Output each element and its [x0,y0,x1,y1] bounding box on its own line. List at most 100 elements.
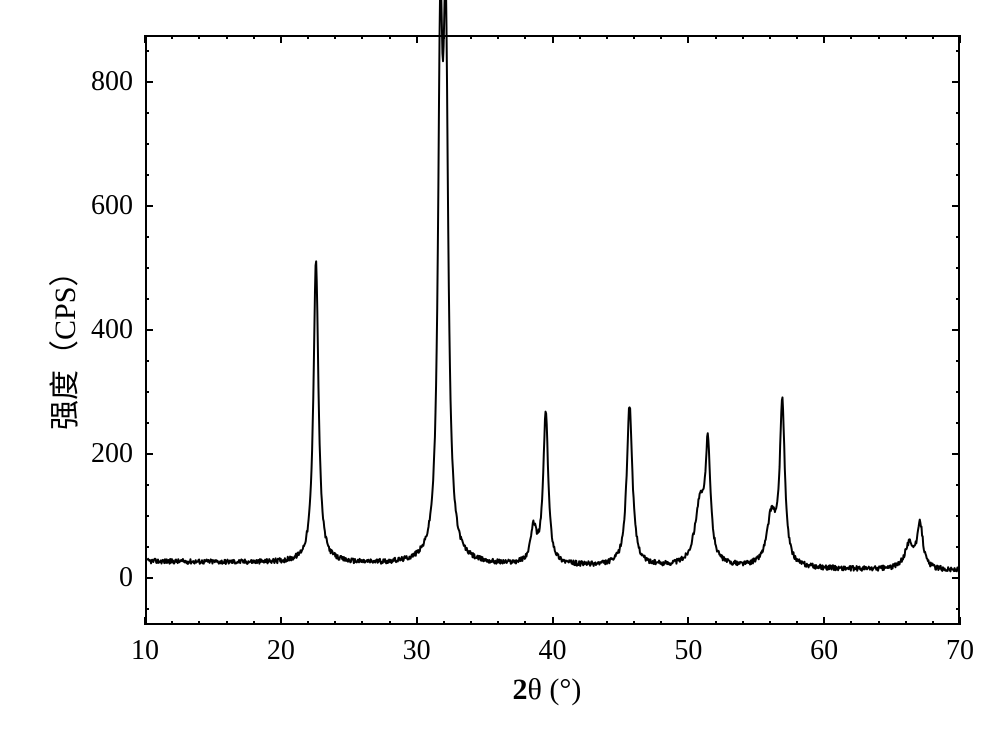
axis-tick [956,422,960,424]
axis-tick [850,621,852,625]
axis-tick [171,621,173,625]
axis-tick [959,617,961,625]
axis-tick [956,50,960,52]
axis-tick [878,35,880,39]
axis-tick [145,205,153,207]
axis-tick [334,621,336,625]
axis-tick [145,484,149,486]
axis-tick [145,298,149,300]
axis-tick [226,621,228,625]
xrd-curve [147,0,958,571]
x-axis-label: 2θ (°) [513,673,582,707]
axis-tick [145,329,153,331]
axis-tick [307,35,309,39]
axis-tick [956,484,960,486]
axis-tick [145,81,153,83]
axis-tick [952,577,960,579]
axis-tick [905,35,907,39]
axis-tick [145,236,149,238]
axis-tick [145,546,149,548]
axis-tick [687,35,689,43]
axis-tick [470,35,472,39]
axis-tick [956,174,960,176]
axis-tick [497,35,499,39]
axis-tick [198,35,200,39]
tick-label: 60 [810,635,838,667]
axis-tick [524,621,526,625]
axis-tick [956,360,960,362]
axis-tick [145,453,153,455]
tick-label: 70 [946,635,974,667]
axis-tick [145,577,153,579]
axis-tick [715,35,717,39]
axis-tick [145,391,149,393]
axis-tick [823,35,825,43]
xrd-chart: 强度（CPS） 2θ (°) 1020304050607002004006008… [0,0,1000,731]
axis-tick [145,112,149,114]
axis-tick [823,617,825,625]
axis-tick [253,35,255,39]
axis-tick [905,621,907,625]
axis-tick [145,267,149,269]
tick-label: 50 [674,635,702,667]
tick-label: 800 [73,66,133,98]
axis-tick [633,35,635,39]
axis-tick [687,617,689,625]
axis-tick [416,617,418,625]
axis-tick [144,617,146,625]
axis-tick [280,35,282,43]
axis-tick [959,35,961,43]
axis-tick [850,35,852,39]
axis-tick [952,205,960,207]
tick-label: 20 [267,635,295,667]
axis-tick [660,35,662,39]
axis-tick [307,621,309,625]
axis-tick [144,35,146,43]
axis-tick [226,35,228,39]
axis-tick [552,35,554,43]
axis-tick [932,35,934,39]
axis-tick [878,621,880,625]
axis-tick [715,621,717,625]
axis-tick [198,621,200,625]
axis-tick [579,35,581,39]
axis-tick [956,267,960,269]
axis-tick [952,453,960,455]
axis-tick [956,515,960,517]
axis-tick [796,621,798,625]
plot-area [145,35,960,625]
axis-tick [932,621,934,625]
tick-label: 30 [403,635,431,667]
axis-tick [145,515,149,517]
axis-tick [171,35,173,39]
axis-tick [253,621,255,625]
tick-label: 40 [539,635,567,667]
axis-tick [470,621,472,625]
axis-tick [956,546,960,548]
axis-tick [952,329,960,331]
axis-tick [952,81,960,83]
tick-label: 0 [73,562,133,594]
axis-tick [389,35,391,39]
axis-tick [956,236,960,238]
axis-tick [145,608,149,610]
axis-tick [579,621,581,625]
axis-tick [742,35,744,39]
tick-label: 400 [73,314,133,346]
tick-label: 200 [73,438,133,470]
axis-tick [956,608,960,610]
axis-tick [280,617,282,625]
xrd-line-series [147,37,958,623]
axis-tick [606,621,608,625]
axis-tick [660,621,662,625]
axis-tick [361,621,363,625]
axis-tick [742,621,744,625]
tick-label: 600 [73,190,133,222]
axis-tick [956,112,960,114]
axis-tick [769,35,771,39]
axis-tick [334,35,336,39]
axis-tick [796,35,798,39]
axis-tick [956,298,960,300]
axis-tick [606,35,608,39]
tick-label: 10 [131,635,159,667]
